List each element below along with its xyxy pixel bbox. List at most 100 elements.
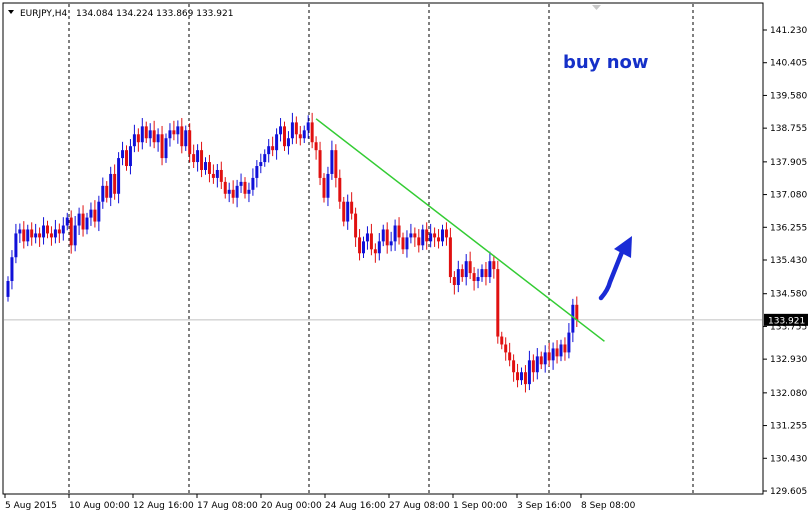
candle-body: [235, 185, 239, 198]
candle-body: [354, 213, 358, 238]
candle-body: [283, 126, 286, 147]
candle-body: [57, 229, 61, 234]
candle-body: [452, 277, 456, 285]
candle-114: [456, 260, 460, 293]
candle-body: [148, 130, 152, 139]
candle-111: [444, 222, 448, 246]
candle-body: [492, 261, 496, 270]
candle-133: [531, 354, 535, 382]
candle-18: [77, 207, 81, 236]
candle-67: [271, 136, 275, 157]
candle-body: [168, 130, 172, 139]
candle-body: [136, 134, 140, 143]
candle-23: [97, 195, 101, 232]
candle-106: [425, 222, 429, 250]
candle-body: [109, 173, 113, 198]
candle-4: [22, 221, 26, 249]
candle-body: [373, 249, 377, 254]
candle-body: [89, 209, 93, 218]
candle-body: [429, 233, 433, 242]
candle-38: [156, 128, 160, 152]
candle-1: [10, 250, 14, 290]
candle-body: [425, 229, 429, 242]
candle-60: [243, 177, 247, 199]
candle-78: [314, 136, 318, 160]
candle-132: [527, 350, 531, 391]
candle-121: [484, 261, 488, 286]
candle-49: [200, 141, 204, 178]
candle-body: [397, 225, 401, 238]
candle-56: [227, 182, 231, 203]
candle-body: [334, 150, 338, 178]
candle-body: [342, 201, 346, 222]
candle-body: [286, 138, 290, 147]
candle-107: [429, 223, 433, 248]
candle-body: [207, 162, 211, 174]
candle-13: [57, 223, 61, 243]
candle-108: [433, 227, 437, 247]
arrow-up-icon: [614, 236, 632, 258]
x-tick-label-4: 20 Aug 00:00: [261, 501, 322, 511]
candle-93: [373, 243, 377, 263]
candle-126: [504, 337, 508, 361]
candle-body: [520, 372, 523, 381]
x-tick-label-6: 27 Aug 08:00: [389, 501, 450, 511]
candle-body: [346, 201, 350, 222]
candle-body: [140, 126, 144, 143]
candle-body: [200, 150, 204, 170]
candle-body: [239, 181, 243, 186]
menu-triangle-icon[interactable]: [8, 10, 14, 14]
candle-64: [259, 153, 263, 174]
candle-body: [117, 158, 121, 194]
candle-52: [211, 164, 215, 184]
y-tick-label-2: 139.580: [770, 91, 807, 101]
candle-body: [69, 217, 73, 246]
candle-body: [247, 189, 251, 194]
candle-body: [472, 273, 476, 282]
candle-body: [172, 130, 176, 135]
y-tick-label-3: 138.755: [770, 124, 807, 134]
candle-body: [227, 189, 231, 194]
candle-body: [223, 181, 227, 194]
candle-body: [441, 229, 444, 242]
candle-body: [488, 261, 492, 278]
candle-body: [389, 241, 393, 246]
price-axis: 141.230 140.405 139.580 138.755 137.905 137.0…: [763, 26, 808, 497]
candle-body: [310, 122, 314, 143]
candle-body: [468, 261, 472, 274]
candle-body: [358, 237, 362, 254]
time-axis: 5 Aug 2015 10 Aug 00:00 12 Aug 16:00 17 Aug…: [4, 494, 636, 511]
candle-115: [460, 264, 464, 282]
candle-43: [176, 120, 180, 144]
candle-body: [314, 142, 318, 151]
candle-body: [555, 348, 559, 357]
candle-body: [30, 229, 34, 238]
y-tick-label-11: 132.080: [770, 389, 807, 399]
candle-body: [10, 257, 14, 282]
candle-128: [512, 354, 516, 382]
candle-144: [575, 296, 579, 327]
candle-body: [527, 360, 531, 385]
x-tick-label-9: 8 Sep 08:00: [581, 501, 636, 511]
candle-32: [132, 124, 136, 153]
candle-44: [180, 118, 184, 154]
candle-118: [472, 267, 476, 291]
y-tick-label-14: 129.605: [770, 487, 807, 497]
plot-frame: [2, 2, 764, 495]
candle-119: [476, 268, 480, 289]
candle-61: [247, 182, 251, 203]
candle-53: [215, 164, 219, 188]
candle-body: [18, 229, 22, 234]
y-tick-label-6: 136.255: [770, 223, 807, 233]
candle-117: [468, 251, 472, 280]
candle-body: [496, 269, 500, 337]
candle-body: [476, 277, 480, 282]
candle-body: [381, 229, 385, 242]
candle-body: [535, 356, 539, 373]
candle-body: [125, 150, 128, 167]
candle-body: [93, 209, 97, 222]
x-tick-label-1: 10 Aug 00:00: [69, 501, 130, 511]
candle-122: [488, 251, 492, 284]
candle-body: [144, 126, 148, 139]
